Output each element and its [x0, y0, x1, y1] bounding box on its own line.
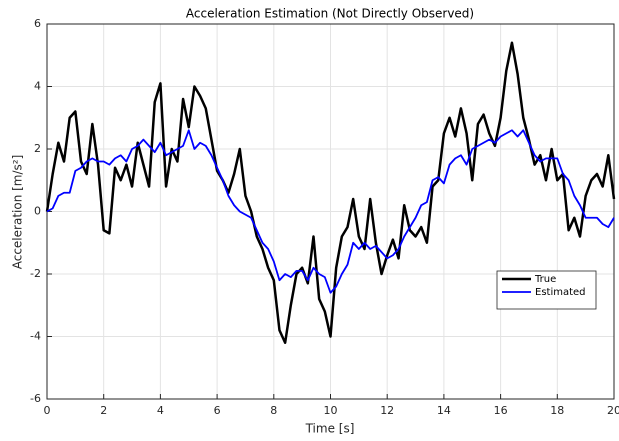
x-tick-label: 6 [214, 404, 221, 417]
x-tick-label: 2 [100, 404, 107, 417]
x-tick-label: 16 [494, 404, 508, 417]
y-tick-label: 6 [34, 17, 41, 30]
x-tick-label: 20 [607, 404, 619, 417]
legend-label: True [534, 274, 556, 285]
x-tick-label: 18 [550, 404, 564, 417]
x-axis-label: Time [s] [305, 422, 355, 436]
x-tick-label: 14 [437, 404, 451, 417]
legend-label: Estimated [535, 287, 586, 298]
x-tick-label: 4 [157, 404, 164, 417]
y-tick-label: -2 [30, 267, 41, 280]
x-tick-label: 8 [270, 404, 277, 417]
data-line [45, 41, 616, 344]
y-axis-label: Acceleration [m/s²] [11, 155, 25, 270]
data-line [46, 129, 615, 294]
y-tick-label: 4 [34, 80, 41, 93]
y-tick-label: -6 [30, 392, 41, 405]
legend-box [496, 270, 597, 310]
x-tick-label: 10 [324, 404, 338, 417]
x-tick-label: 12 [380, 404, 394, 417]
y-tick-label: 2 [34, 142, 41, 155]
x-tick-label: 0 [44, 404, 51, 417]
chart-title: Acceleration Estimation (Not Directly Ob… [186, 7, 474, 21]
y-tick-label: 0 [34, 205, 41, 218]
y-tick-label: -4 [30, 330, 41, 343]
